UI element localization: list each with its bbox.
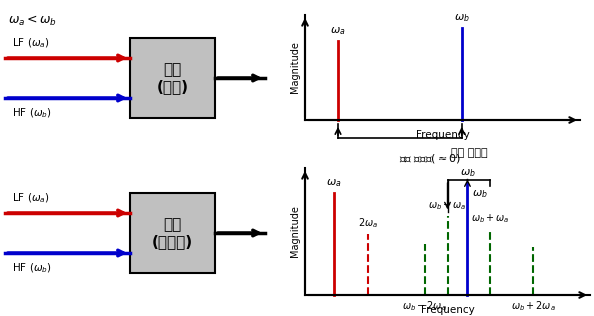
Text: $\omega_b$: $\omega_b$ xyxy=(454,12,470,24)
Text: $\omega_b$: $\omega_b$ xyxy=(460,167,475,179)
Text: LF $(\omega_a)$: LF $(\omega_a)$ xyxy=(12,191,50,205)
Text: $\omega_b + \omega_a$: $\omega_b + \omega_a$ xyxy=(471,212,510,225)
Text: $\omega_b + 2\omega_a$: $\omega_b + 2\omega_a$ xyxy=(511,299,555,313)
Text: $\omega_b$: $\omega_b$ xyxy=(472,188,488,200)
Text: $\omega_b - 2\omega_a$: $\omega_b - 2\omega_a$ xyxy=(402,299,447,313)
Text: 높은 상관도: 높은 상관도 xyxy=(451,148,487,158)
Text: $2\omega_a$: $2\omega_a$ xyxy=(358,216,378,230)
Text: $\omega_b - \omega_a$: $\omega_b - \omega_a$ xyxy=(428,200,467,212)
Text: 낮은 상관도($\approx$0): 낮은 상관도($\approx$0) xyxy=(399,152,461,165)
Text: 정상
(선형): 정상 (선형) xyxy=(156,62,188,94)
Bar xyxy=(130,193,215,273)
Text: Magnitude: Magnitude xyxy=(290,206,300,258)
Text: $\omega_a$: $\omega_a$ xyxy=(330,26,346,37)
Bar xyxy=(130,38,215,118)
Text: Frequency: Frequency xyxy=(421,305,475,315)
Text: 손상
(비선형): 손상 (비선형) xyxy=(152,217,193,249)
Text: HF $(\omega_b)$: HF $(\omega_b)$ xyxy=(12,261,52,275)
Text: HF $(\omega_b)$: HF $(\omega_b)$ xyxy=(12,106,52,119)
Text: LF $(\omega_a)$: LF $(\omega_a)$ xyxy=(12,36,50,50)
Text: $\omega_a < \omega_b$: $\omega_a < \omega_b$ xyxy=(8,14,57,28)
Text: $\omega_a$: $\omega_a$ xyxy=(326,178,342,189)
Text: Magnitude: Magnitude xyxy=(290,42,300,94)
Text: Frequency: Frequency xyxy=(416,130,469,140)
